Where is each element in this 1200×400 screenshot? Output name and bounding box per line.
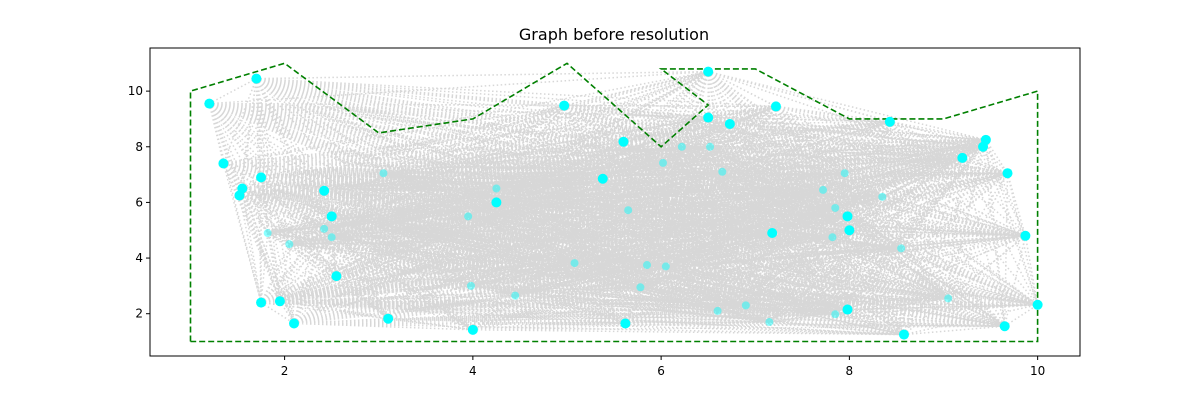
- faint-point: [831, 203, 840, 212]
- x-tick-label: 4: [469, 364, 477, 378]
- scatter-point: [842, 211, 853, 222]
- scatter-point: [326, 211, 337, 222]
- scatter-point: [1002, 168, 1013, 179]
- faint-point: [944, 294, 953, 303]
- y-tick-label: 8: [135, 140, 143, 154]
- scatter-point: [559, 100, 570, 111]
- faint-point: [659, 158, 668, 167]
- scatter-point: [204, 98, 215, 109]
- faint-point: [624, 206, 633, 215]
- scatter-point: [467, 324, 478, 335]
- scatter-point: [978, 141, 989, 152]
- scatter-point: [319, 185, 330, 196]
- faint-point: [636, 283, 645, 292]
- faint-point: [718, 167, 727, 176]
- y-tick-label: 10: [128, 84, 143, 98]
- scatter-point: [620, 318, 631, 329]
- faint-point: [643, 261, 652, 270]
- data-points: [204, 66, 1043, 340]
- y-axis-ticks: 2 4 6 8 10: [128, 84, 150, 321]
- faint-point: [511, 291, 520, 300]
- faint-point: [466, 281, 475, 290]
- scatter-point: [957, 152, 968, 163]
- scatter-point: [842, 304, 853, 315]
- scatter-point: [256, 172, 267, 183]
- faint-point: [741, 301, 750, 310]
- scatter-point: [898, 329, 909, 340]
- scatter-point: [884, 116, 895, 127]
- faint-point: [379, 169, 388, 178]
- faint-point: [285, 240, 294, 249]
- edge-lines: [208, 70, 1039, 336]
- x-tick-label: 6: [657, 364, 665, 378]
- scatter-point: [703, 66, 714, 77]
- scatter-point: [1032, 299, 1043, 310]
- boundary-outline: [189, 62, 1039, 343]
- scatter-point: [274, 296, 285, 307]
- faint-point: [878, 192, 887, 201]
- faint-point: [327, 233, 336, 242]
- faint-point: [320, 224, 329, 233]
- faint-point: [661, 262, 670, 271]
- faint-point: [263, 229, 272, 238]
- faint-point: [765, 318, 774, 327]
- faint-point: [570, 259, 579, 268]
- scatter-point: [289, 318, 300, 329]
- scatter-point: [218, 158, 229, 169]
- y-tick-label: 4: [135, 251, 143, 265]
- scatter-point: [844, 225, 855, 236]
- faint-point: [840, 169, 849, 178]
- faint-point: [492, 184, 501, 193]
- scatter-point: [234, 190, 245, 201]
- scatter-point: [724, 118, 735, 129]
- faint-point: [897, 244, 906, 253]
- y-tick-label: 2: [135, 307, 143, 321]
- x-tick-label: 2: [281, 364, 289, 378]
- y-tick-label: 6: [135, 195, 143, 209]
- scatter-point: [251, 73, 262, 84]
- scatter-point: [703, 112, 714, 123]
- x-tick-label: 10: [1030, 364, 1045, 378]
- scatter-point: [618, 136, 629, 147]
- scatter-point: [383, 313, 394, 324]
- x-axis-ticks: 2 4 6 8 10: [281, 356, 1045, 378]
- faint-point: [706, 142, 715, 151]
- scatter-point: [256, 297, 267, 308]
- scatter-point: [1020, 230, 1031, 241]
- faint-points: [263, 142, 953, 327]
- scatter-point: [767, 228, 778, 239]
- scatter-point: [999, 321, 1010, 332]
- scatter-point: [770, 101, 781, 112]
- faint-point: [713, 306, 722, 315]
- faint-point: [831, 310, 840, 319]
- boundary-line: [189, 62, 1039, 343]
- scatter-point: [597, 173, 608, 184]
- chart-title: Graph before resolution: [519, 25, 709, 44]
- scatter-point: [491, 197, 502, 208]
- x-tick-label: 8: [846, 364, 854, 378]
- faint-point: [819, 185, 828, 194]
- edge-line-set: [208, 70, 1039, 336]
- scatter-point: [331, 271, 342, 282]
- faint-point: [464, 212, 473, 221]
- faint-point: [677, 142, 686, 151]
- faint-point: [828, 233, 837, 242]
